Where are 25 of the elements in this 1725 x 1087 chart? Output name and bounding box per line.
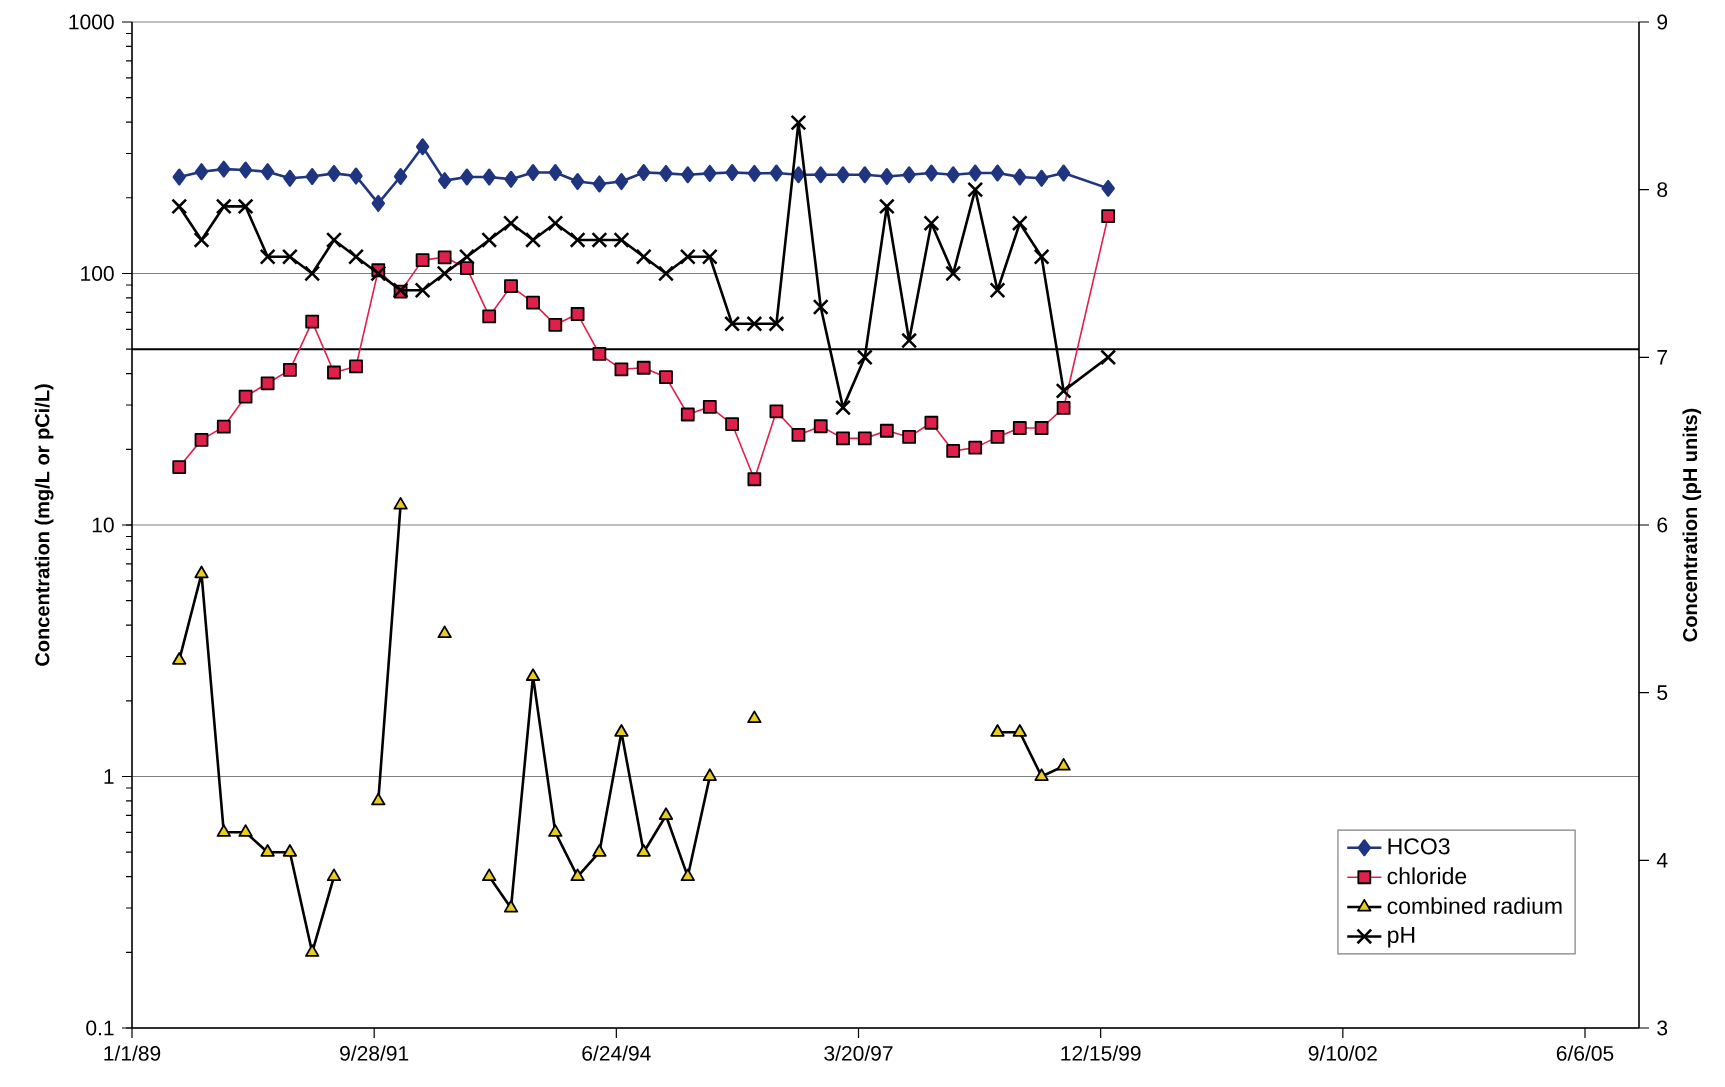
x-tick-label: 12/15/99 <box>1061 1045 1141 1061</box>
y-axis-title: Concentration (mg/L or pCi/L) <box>34 384 54 666</box>
x-tick-label: 3/20/97 <box>824 1045 893 1061</box>
y2-tick-label: 6 <box>1657 517 1668 533</box>
legend-label: HCO3 <box>1388 838 1450 855</box>
y2-axis-title: Concentration (pH units) <box>1682 408 1702 642</box>
legend-label: pH <box>1388 926 1415 948</box>
y2-tick-label: 3 <box>1657 1020 1668 1036</box>
y-tick-label: 0.1 <box>86 1020 114 1036</box>
x-tick-label: 1/1/89 <box>104 1045 161 1061</box>
y2-tick-label: 5 <box>1657 685 1668 700</box>
y2-tick-label: 7 <box>1657 350 1668 365</box>
y-tick-label: 1000 <box>69 14 114 30</box>
x-tick-label: 6/6/05 <box>1556 1045 1614 1061</box>
x-tick-label: 9/28/91 <box>340 1045 409 1061</box>
x-tick-label: 9/10/02 <box>1308 1045 1377 1061</box>
legend-label: chloride <box>1387 867 1467 885</box>
y2-tick-label: 9 <box>1657 14 1668 30</box>
x-tick-label: 6/24/94 <box>582 1045 651 1061</box>
y2-tick-label: 8 <box>1657 182 1668 198</box>
y2-tick-label: 4 <box>1656 853 1668 868</box>
y-tick-label: 100 <box>81 266 114 281</box>
y-tick-label: 1 <box>104 769 114 784</box>
legend-label: combined radium <box>1387 897 1562 915</box>
y-tick-label: 10 <box>92 517 114 533</box>
